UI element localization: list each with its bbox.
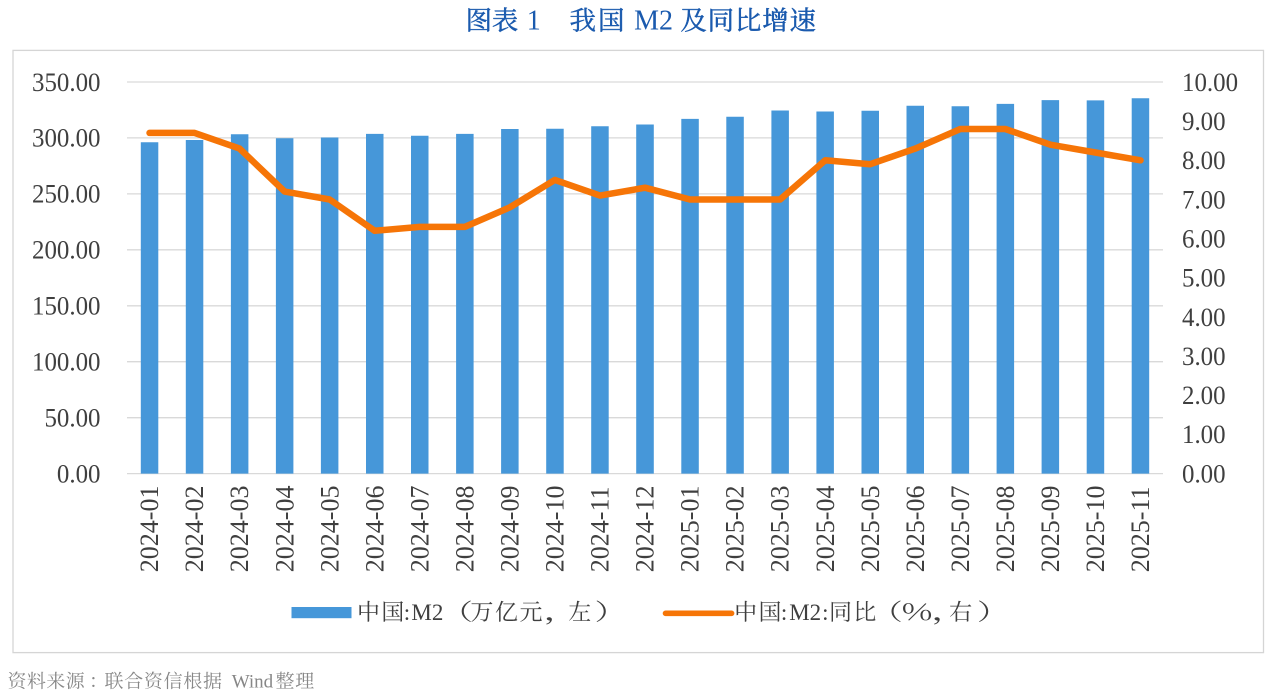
- svg-text:2025-10: 2025-10: [1081, 486, 1110, 573]
- svg-text:2024-02: 2024-02: [180, 486, 209, 573]
- svg-text:2024-04: 2024-04: [270, 486, 299, 573]
- svg-text:6.00: 6.00: [1182, 224, 1226, 254]
- svg-text:2024-06: 2024-06: [360, 486, 389, 573]
- svg-text::: :: [822, 600, 828, 625]
- svg-text:1.00: 1.00: [1182, 420, 1226, 450]
- svg-text:250.00: 250.00: [32, 179, 100, 209]
- svg-text:5.00: 5.00: [1182, 263, 1226, 293]
- svg-text:2024-01: 2024-01: [135, 486, 164, 573]
- svg-text:7.00: 7.00: [1182, 185, 1226, 215]
- svg-text:2024-07: 2024-07: [405, 486, 434, 573]
- svg-text:2024-03: 2024-03: [225, 486, 254, 573]
- svg-text:2025-04: 2025-04: [811, 486, 840, 573]
- svg-text:2.00: 2.00: [1182, 380, 1226, 410]
- svg-text:2024-12: 2024-12: [631, 486, 660, 573]
- svg-text:2025-06: 2025-06: [901, 486, 930, 573]
- svg-text:2024-09: 2024-09: [496, 486, 525, 573]
- svg-text:M2: M2: [634, 6, 673, 37]
- svg-text:2025-01: 2025-01: [676, 486, 705, 573]
- svg-text:350.00: 350.00: [32, 67, 100, 97]
- svg-text:2025-09: 2025-09: [1036, 486, 1065, 573]
- svg-text:Wind: Wind: [232, 672, 274, 693]
- svg-text:2024-11: 2024-11: [586, 486, 615, 572]
- svg-text:4.00: 4.00: [1182, 302, 1226, 332]
- svg-text:8.00: 8.00: [1182, 145, 1226, 175]
- svg-text:300.00: 300.00: [32, 123, 100, 153]
- svg-text:2024-05: 2024-05: [315, 486, 344, 573]
- svg-text::: :: [781, 600, 787, 625]
- svg-text:2025-07: 2025-07: [946, 486, 975, 573]
- svg-text:M2: M2: [411, 600, 443, 625]
- svg-text:100.00: 100.00: [32, 347, 100, 377]
- svg-text:200.00: 200.00: [32, 235, 100, 265]
- svg-text:0.00: 0.00: [1182, 459, 1226, 489]
- svg-text::: :: [404, 600, 410, 625]
- svg-text:2025-03: 2025-03: [766, 486, 795, 573]
- svg-text:2024-08: 2024-08: [450, 486, 479, 573]
- svg-text:2024-10: 2024-10: [541, 486, 570, 573]
- svg-text:2025-08: 2025-08: [991, 486, 1020, 573]
- svg-text:150.00: 150.00: [32, 291, 100, 321]
- svg-text:0.00: 0.00: [57, 459, 101, 489]
- svg-text:2025-11: 2025-11: [1126, 486, 1155, 572]
- svg-text:2025-02: 2025-02: [721, 486, 750, 573]
- svg-text:M2: M2: [789, 600, 821, 625]
- svg-text:50.00: 50.00: [44, 403, 100, 433]
- svg-text:1: 1: [527, 6, 541, 37]
- svg-text:10.00: 10.00: [1182, 67, 1238, 97]
- svg-text:2025-05: 2025-05: [856, 486, 885, 573]
- svg-text:9.00: 9.00: [1182, 106, 1226, 136]
- svg-text:3.00: 3.00: [1182, 341, 1226, 371]
